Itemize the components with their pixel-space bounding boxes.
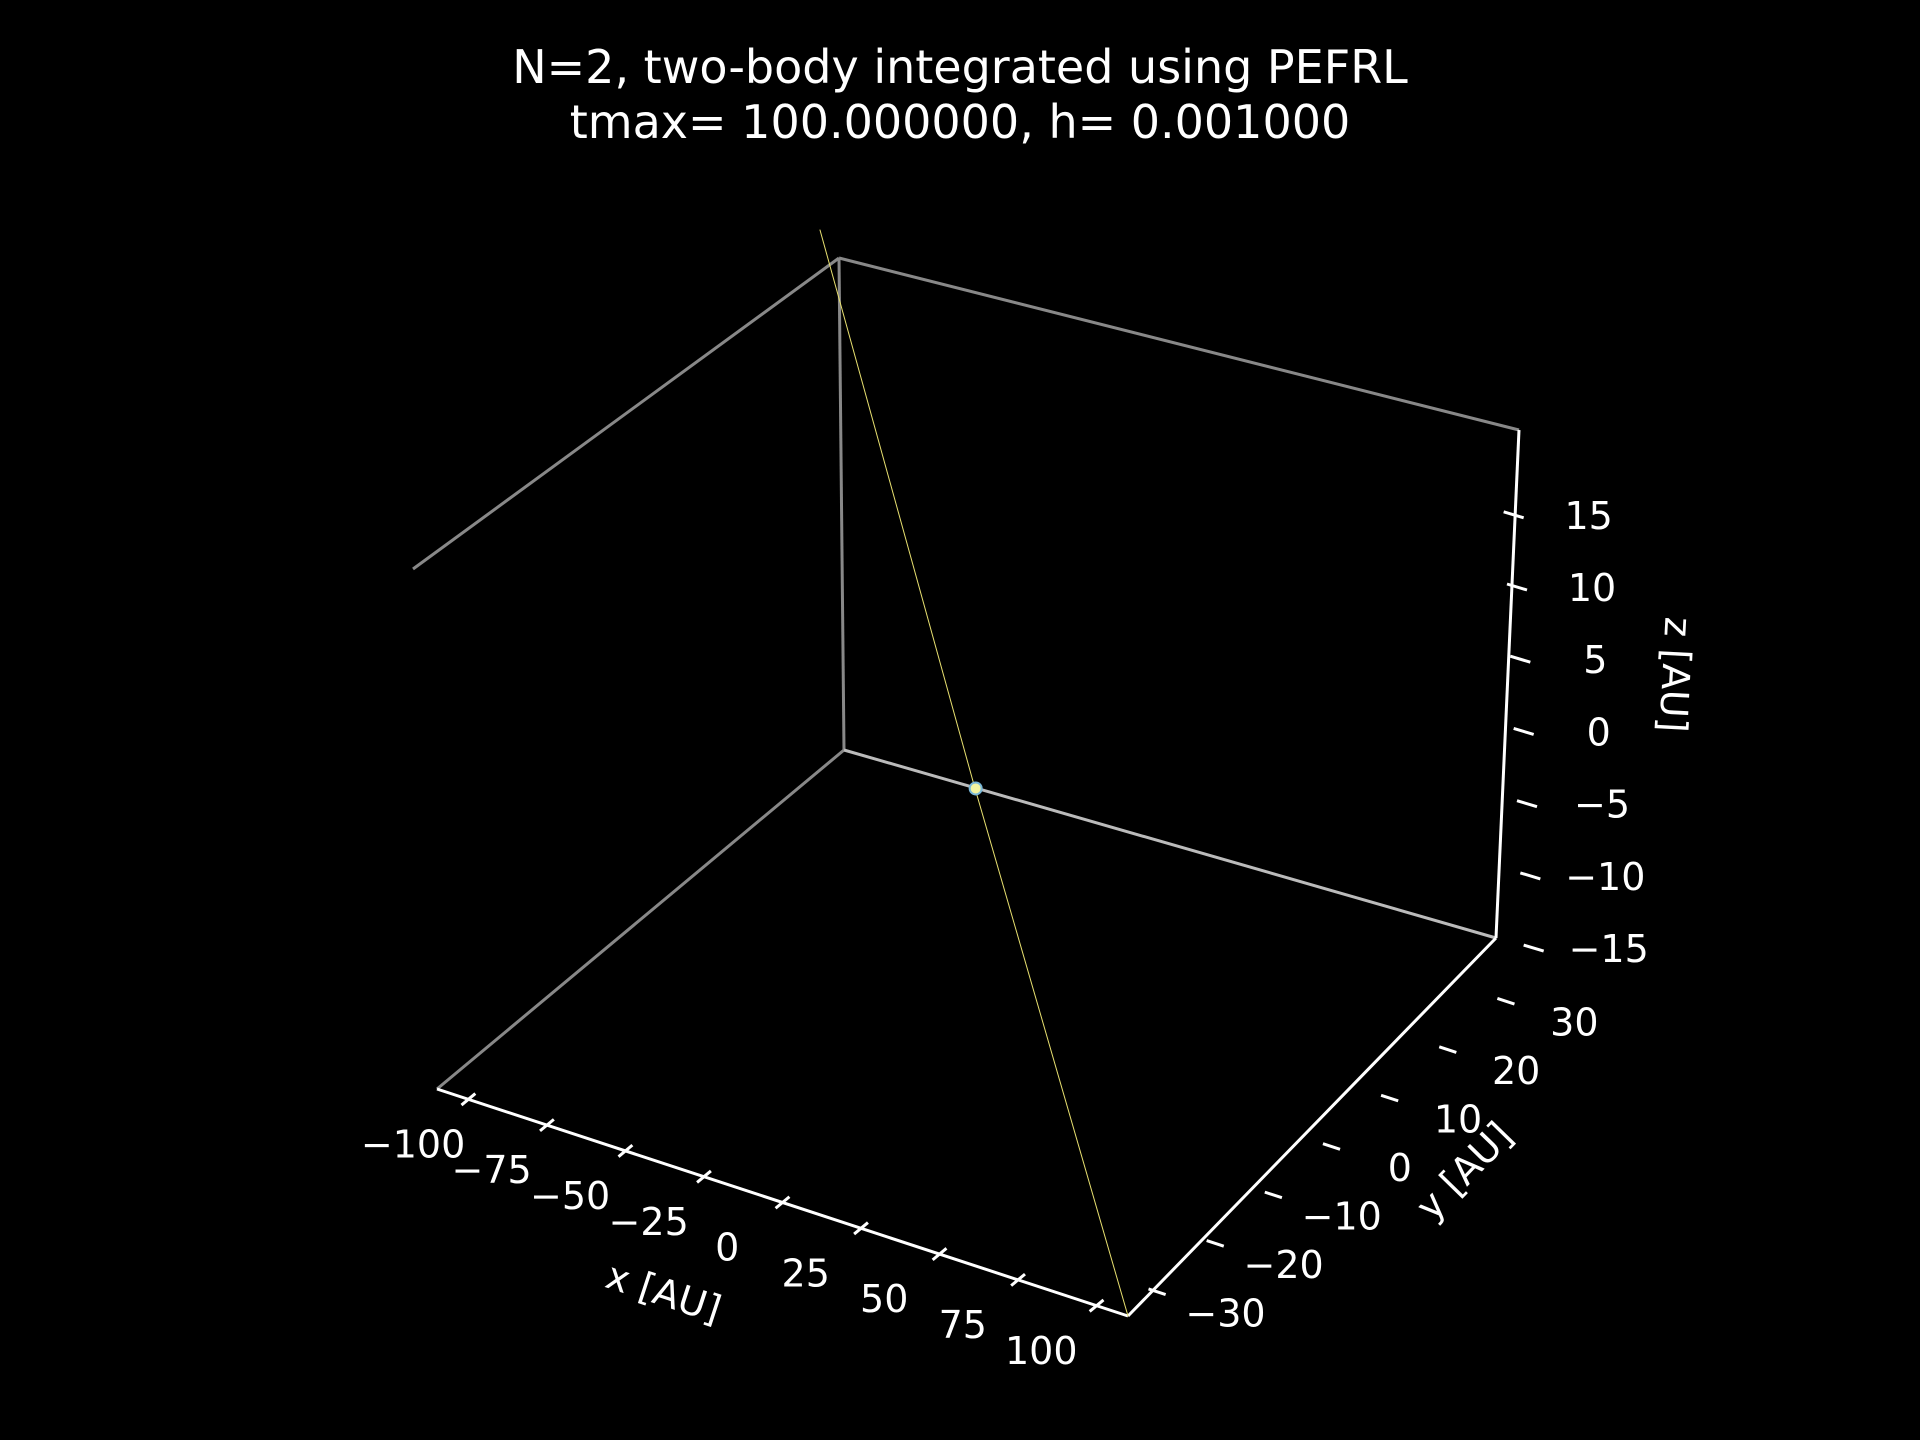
body-marker	[968, 781, 983, 796]
y-tick-mark	[1438, 1045, 1457, 1054]
z-tick-label: −15	[1569, 927, 1649, 971]
x-tick-label: 25	[782, 1251, 830, 1295]
z-tick-mark	[1513, 727, 1535, 736]
x-tick-label: −75	[452, 1148, 532, 1192]
x-tick-mark	[853, 1221, 869, 1236]
z-tick-label: 0	[1587, 710, 1611, 754]
z-tick-label: 10	[1568, 566, 1616, 610]
pane-edge-back-vertical	[837, 257, 846, 751]
y-tick-label: 10	[1434, 1098, 1482, 1142]
pane-edge-top-left	[412, 256, 840, 571]
z-axis-line	[1494, 429, 1521, 939]
pane-edges	[412, 256, 1520, 1091]
y-tick-label: 20	[1492, 1049, 1540, 1093]
x-tick-mark	[774, 1195, 791, 1210]
y-axis-line	[1126, 936, 1498, 1318]
z-tick-label: 5	[1583, 638, 1607, 682]
x-tick-mark	[931, 1247, 948, 1262]
x-tick-label: 100	[1005, 1329, 1078, 1373]
x-tick-label: 0	[715, 1226, 739, 1270]
z-tick-label: 15	[1564, 494, 1612, 538]
y-tick-label: −30	[1185, 1291, 1265, 1335]
pane-edge-floor-back	[843, 748, 1497, 940]
x-tick-mark	[1088, 1298, 1105, 1313]
series-2-line	[819, 229, 1129, 1317]
chart-title-line-1: N=2, two-body integrated using PEFRL	[512, 40, 1408, 94]
y-tick-mark	[1496, 996, 1515, 1006]
z-tick-mark	[1503, 510, 1525, 520]
z-axis-label: z [AU]	[1650, 616, 1700, 734]
y-tick-mark	[1264, 1190, 1283, 1200]
pane-edge-floor-left	[436, 748, 845, 1091]
x-tick-label: −100	[361, 1122, 465, 1166]
z-tick-mark	[1506, 582, 1528, 592]
y-tick-mark	[1380, 1093, 1399, 1103]
y-tick-label: −10	[1302, 1194, 1382, 1238]
x-tick-label: 75	[939, 1303, 987, 1347]
y-tick-label: 0	[1388, 1146, 1412, 1190]
x-tick-label: −50	[530, 1174, 610, 1218]
y-tick-label: 30	[1550, 1001, 1598, 1045]
tick-labels: −100−75−50−250255075100−30−20−100102030−…	[361, 494, 1649, 1373]
z-tick-label: −10	[1565, 855, 1645, 899]
z-tick-mark	[1519, 871, 1541, 881]
x-tick-label: −25	[609, 1200, 689, 1244]
x-tick-mark	[539, 1118, 555, 1133]
chart-title-line-2: tmax= 100.000000, h= 0.001000	[569, 95, 1351, 149]
x-tick-mark	[1010, 1272, 1026, 1287]
x-tick-mark	[617, 1143, 634, 1158]
y-tick-mark	[1322, 1142, 1341, 1151]
x-tick-mark	[460, 1092, 477, 1107]
z-tick-mark	[1516, 799, 1538, 809]
z-tick-mark	[1509, 654, 1531, 664]
data-series	[819, 229, 1129, 1317]
z-tick-label: −5	[1574, 783, 1630, 827]
x-axis-label: x [AU]	[601, 1253, 727, 1332]
z-tick-mark	[1523, 943, 1545, 953]
y-tick-mark	[1206, 1239, 1225, 1248]
y-tick-label: −20	[1244, 1243, 1324, 1287]
x-tick-label: 50	[860, 1277, 908, 1321]
tick-marks	[460, 510, 1545, 1313]
pane-edge-top-back	[838, 256, 1520, 432]
x-tick-mark	[696, 1169, 712, 1184]
y-tick-mark	[1148, 1287, 1167, 1297]
